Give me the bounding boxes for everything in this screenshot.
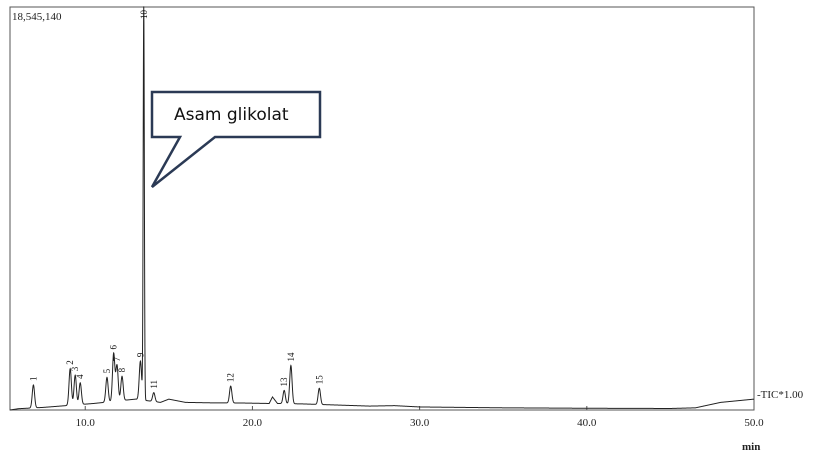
peak-label-15: 15 (314, 375, 324, 385)
x-tick-label-1: 20.0 (243, 417, 263, 429)
peak-label-13: 13 (279, 377, 289, 387)
peak-label-2: 2 (65, 360, 75, 365)
x-axis-ticks: 10.0 20.0 30.0 40.0 50.0 (76, 406, 764, 429)
callout-box (150, 90, 322, 188)
callout-text: Asam glikolat (174, 105, 289, 125)
plot-frame (9, 6, 755, 411)
x-unit-label: min (742, 441, 760, 453)
x-tick-label-4: 50.0 (744, 417, 764, 429)
peak-label-10: 10 (139, 10, 149, 20)
peak-label-11: 11 (149, 380, 159, 389)
peak-label-3: 3 (70, 366, 80, 371)
x-tick-label-3: 40.0 (577, 417, 597, 429)
peak-label-9: 9 (135, 352, 145, 357)
peak-label-4: 4 (75, 374, 85, 379)
y-max-label: 18,545,140 (12, 11, 62, 23)
series-label: -TIC*1.00 (757, 389, 804, 401)
peak-label-7: 7 (112, 356, 122, 361)
peak-label-6: 6 (109, 345, 119, 350)
peak-label-12: 12 (226, 373, 236, 382)
peak-label-14: 14 (286, 352, 296, 362)
peak-label-1: 1 (28, 377, 38, 382)
x-tick-label-2: 30.0 (410, 417, 430, 429)
callout-annotation: Asam glikolat (150, 90, 322, 188)
peak-label-5: 5 (102, 368, 112, 373)
peak-label-8: 8 (117, 367, 127, 372)
tic-trace (9, 6, 755, 411)
x-tick-label-0: 10.0 (76, 417, 96, 429)
